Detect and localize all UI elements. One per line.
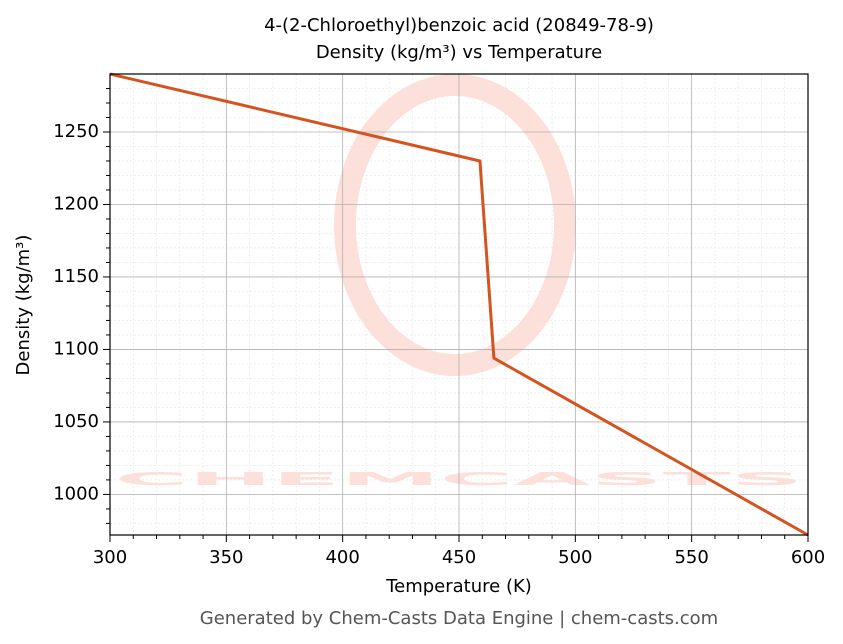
y-tick-label: 1200 — [53, 193, 99, 214]
x-tick-label: 350 — [209, 547, 243, 568]
y-tick-label: 1250 — [53, 121, 99, 142]
x-tick-label: 300 — [93, 547, 127, 568]
chart-subtitle: Density (kg/m³) vs Temperature — [316, 42, 602, 63]
x-tick-label: 450 — [442, 547, 476, 568]
x-tick-label: 600 — [791, 547, 825, 568]
y-tick-label: 1150 — [53, 266, 99, 287]
plot-frame — [109, 73, 809, 536]
y-tick-label: 1100 — [53, 338, 99, 359]
x-tick-label: 500 — [558, 547, 592, 568]
y-axis-label: Density (kg/m³) — [13, 235, 34, 376]
data-line — [109, 72, 809, 537]
chart-title: 4-(2-Chloroethyl)benzoic acid (20849-78-… — [264, 15, 654, 36]
x-tick-label: 550 — [674, 547, 708, 568]
y-tick-label: 1000 — [53, 483, 99, 504]
x-tick-label: 400 — [325, 547, 359, 568]
y-tick-label: 1050 — [53, 411, 99, 432]
x-axis-label: Temperature (K) — [385, 576, 532, 597]
watermark-logo — [334, 74, 576, 376]
footer: Generated by Chem-Casts Data Engine | ch… — [200, 608, 718, 629]
